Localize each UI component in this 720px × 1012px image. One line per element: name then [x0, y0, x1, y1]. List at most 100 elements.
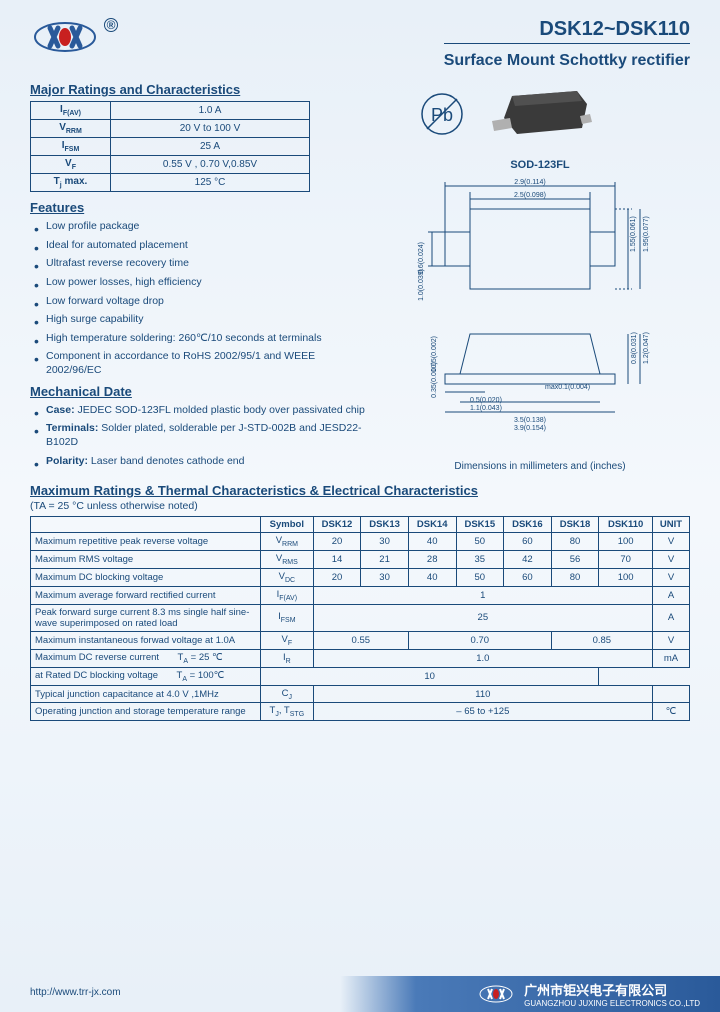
- feature-item: Component in accordance to RoHS 2002/95/…: [34, 350, 370, 377]
- spec-cell: 56: [551, 551, 599, 569]
- spec-desc: Maximum instantaneous forwad voltage at …: [31, 631, 261, 649]
- company-logo: [30, 18, 100, 56]
- spec-cell: 50: [456, 569, 504, 587]
- spec-cell: 25: [313, 604, 652, 631]
- spec-cell: 20: [313, 569, 361, 587]
- spec-symbol: TJ, TSTG: [261, 703, 314, 721]
- spec-cell: 20: [313, 533, 361, 551]
- ta-note: (TA = 25 °C unless otherwise noted): [30, 500, 690, 512]
- spec-desc: Maximum average forward rectified curren…: [31, 587, 261, 605]
- spec-cell: 80: [551, 533, 599, 551]
- spec-cell: 1.0: [313, 649, 652, 667]
- rating-symbol: VF: [31, 156, 111, 174]
- svg-text:0.5(0.020): 0.5(0.020): [470, 397, 502, 404]
- feature-item: High surge capability: [34, 313, 370, 327]
- spec-cell: 60: [504, 569, 552, 587]
- rating-value: 125 °C: [111, 174, 310, 192]
- rating-value: 25 A: [111, 138, 310, 156]
- svg-text:2.5(0.098): 2.5(0.098): [514, 192, 546, 199]
- spec-cell: 10: [261, 667, 599, 685]
- spec-cell: 1: [313, 587, 652, 605]
- features-list: Low profile packageIdeal for automated p…: [30, 220, 370, 378]
- spec-table: SymbolDSK12DSK13DSK14DSK15DSK16DSK18DSK1…: [30, 516, 690, 721]
- spec-cell: 21: [361, 551, 409, 569]
- rating-value: 0.55 V , 0.70 V,0.85V: [111, 156, 310, 174]
- svg-text:1.1(0.043): 1.1(0.043): [470, 405, 502, 412]
- spec-unit: A: [652, 587, 689, 605]
- spec-symbol: CJ: [261, 685, 314, 703]
- spec-desc: Maximum RMS voltage: [31, 551, 261, 569]
- mechanical-item: Terminals: Solder plated, solderable per…: [34, 422, 370, 449]
- spec-unit: V: [652, 631, 689, 649]
- spec-cell: 42: [504, 551, 552, 569]
- svg-text:1.95(0.077): 1.95(0.077): [643, 216, 650, 252]
- spec-unit: [652, 685, 689, 703]
- spec-header: DSK14: [408, 517, 456, 533]
- footer: http://www.trr-jx.com 广州市钜兴电子有限公司 GUANGZ…: [0, 972, 720, 1012]
- spec-symbol: IFSM: [261, 604, 314, 631]
- spec-symbol: VDC: [261, 569, 314, 587]
- spec-desc: Maximum DC reverse current TA = 25 ℃: [31, 649, 261, 667]
- footer-logo-icon: [478, 984, 514, 1004]
- spec-header: DSK110: [599, 517, 653, 533]
- svg-text:1.0(0.039): 1.0(0.039): [418, 269, 425, 301]
- spec-desc: Maximum repetitive peak reverse voltage: [31, 533, 261, 551]
- spec-header: DSK18: [551, 517, 599, 533]
- spec-cell: 35: [456, 551, 504, 569]
- subtitle: Surface Mount Schottky rectifier: [444, 52, 690, 70]
- spec-unit: mA: [652, 649, 689, 667]
- ratings-table: IF(AV)1.0 AVRRM20 V to 100 VIFSM25 AVF0.…: [30, 101, 310, 192]
- spec-symbol: IR: [261, 649, 314, 667]
- spec-cell: 40: [408, 569, 456, 587]
- spec-symbol: VRRM: [261, 533, 314, 551]
- ratings-title: Major Ratings and Characteristics: [30, 82, 370, 97]
- spec-desc: Operating junction and storage temperatu…: [31, 703, 261, 721]
- rating-symbol: Tj max.: [31, 174, 111, 192]
- registered-mark-icon: ®: [104, 18, 118, 32]
- features-title: Features: [30, 200, 370, 215]
- mechanical-title: Mechanical Date: [30, 384, 370, 399]
- feature-item: Ultrafast reverse recovery time: [34, 257, 370, 271]
- spec-desc: Typical junction capacitance at 4.0 V ,1…: [31, 685, 261, 703]
- svg-text:max0.1(0.004): max0.1(0.004): [545, 384, 590, 391]
- spec-cell: 40: [408, 533, 456, 551]
- footer-company-cn: 广州市钜兴电子有限公司: [524, 980, 700, 999]
- spec-cell: 0.55: [313, 631, 408, 649]
- spec-unit: V: [652, 551, 689, 569]
- logo-wrap: ®: [30, 18, 118, 56]
- spec-cell: 110: [313, 685, 652, 703]
- spec-unit: V: [652, 533, 689, 551]
- spec-cell: 14: [313, 551, 361, 569]
- package-diagram: 2.9(0.114) 2.5(0.098) 0.6(0.024) 1.0(0.0…: [390, 174, 680, 454]
- rating-symbol: VRRM: [31, 120, 111, 138]
- spec-cell: 28: [408, 551, 456, 569]
- rating-symbol: IF(AV): [31, 102, 111, 120]
- pb-free-icon: Pb: [420, 92, 464, 136]
- spec-desc: Maximum DC blocking voltage: [31, 569, 261, 587]
- spec-symbol: VRMS: [261, 551, 314, 569]
- spec-unit: A: [652, 604, 689, 631]
- rating-value: 20 V to 100 V: [111, 120, 310, 138]
- spec-cell: 60: [504, 533, 552, 551]
- spec-cell: 70: [599, 551, 653, 569]
- dimensions-note: Dimensions in millimeters and (inches): [390, 461, 690, 472]
- spec-unit: V: [652, 569, 689, 587]
- footer-band: 广州市钜兴电子有限公司 GUANGZHOU JUXING ELECTRONICS…: [340, 976, 720, 1012]
- spec-header: DSK15: [456, 517, 504, 533]
- svg-text:0.8(0.031): 0.8(0.031): [631, 332, 638, 364]
- mechanical-list: Case: JEDEC SOD-123FL molded plastic bod…: [30, 404, 370, 469]
- feature-item: Low power losses, high efficiency: [34, 276, 370, 290]
- spec-cell: 0.70: [408, 631, 551, 649]
- spec-desc: at Rated DC blocking voltage TA = 100℃: [31, 667, 261, 685]
- spec-desc: Peak forward surge current 8.3 ms single…: [31, 604, 261, 631]
- svg-text:3.5(0.138): 3.5(0.138): [514, 417, 546, 424]
- rating-value: 1.0 A: [111, 102, 310, 120]
- spec-header: DSK16: [504, 517, 552, 533]
- part-number: DSK12~DSK110: [444, 18, 690, 41]
- rating-symbol: IFSM: [31, 138, 111, 156]
- spec-header: DSK12: [313, 517, 361, 533]
- spec-cell: 80: [551, 569, 599, 587]
- spec-header: DSK13: [361, 517, 409, 533]
- footer-url: http://www.trr-jx.com: [30, 987, 121, 998]
- mechanical-item: Case: JEDEC SOD-123FL molded plastic bod…: [34, 404, 370, 418]
